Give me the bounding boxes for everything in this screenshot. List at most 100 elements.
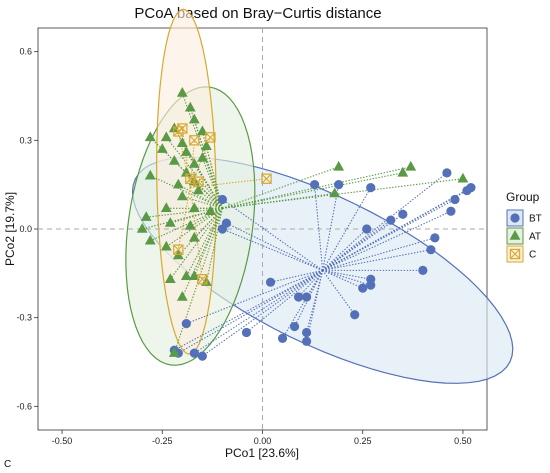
spoke-bt: [186, 269, 323, 325]
point-c-box: [197, 274, 208, 285]
legend-items: BT AT C: [506, 209, 542, 263]
point-at: [168, 347, 180, 357]
x-tick-label: 0.25: [354, 436, 372, 446]
spoke-bt: [322, 228, 368, 271]
spoke-at: [222, 192, 335, 209]
spoke-bt: [194, 269, 323, 354]
spoke-bt: [314, 184, 324, 271]
spoke-at: [142, 207, 223, 230]
spoke-at: [178, 184, 223, 209]
spoke-at: [222, 166, 339, 209]
point-c-cross: [189, 135, 200, 146]
point-at: [136, 223, 148, 233]
point-at: [188, 158, 200, 168]
spoke-at: [169, 207, 223, 280]
point-bt: [189, 348, 199, 358]
point-bt: [241, 327, 252, 338]
spoke-at: [150, 175, 223, 209]
point-bt: [366, 280, 376, 290]
spoke-bt: [322, 219, 392, 271]
point-c-cross: [261, 173, 272, 184]
spoke-at: [205, 208, 223, 283]
point-bt: [310, 180, 320, 190]
point-bt: [277, 333, 288, 343]
point-at: [176, 190, 188, 201]
point-at: [201, 140, 212, 150]
point-at: [172, 178, 184, 189]
legend-item-at: AT: [506, 227, 541, 245]
spoke-at: [193, 119, 223, 209]
spoke-bt: [322, 198, 456, 271]
point-at: [144, 234, 156, 245]
spoke-bt: [322, 269, 371, 280]
x-axis-label: PCo1 [23.6%]: [225, 446, 299, 460]
point-at: [405, 160, 417, 171]
spoke-c: [189, 140, 195, 188]
sample-markers: [136, 87, 476, 361]
spoke-bt: [174, 269, 323, 351]
spoke-at: [185, 208, 223, 277]
y-axis-label: PCo2 [19.7%]: [3, 192, 17, 266]
point-bt: [289, 321, 300, 332]
legend-label: BT: [529, 214, 542, 225]
point-c-box: [261, 173, 272, 184]
point-c: [173, 244, 184, 255]
legend-marker: [510, 213, 520, 223]
point-at: [144, 131, 156, 142]
point-at: [164, 273, 176, 283]
point-c-cross: [173, 244, 184, 255]
spoke-at: [193, 181, 223, 209]
point-at: [333, 160, 345, 171]
point-c-cross: [177, 123, 188, 134]
spoke-at: [181, 208, 223, 298]
point-bt: [301, 336, 312, 346]
point-at: [168, 155, 180, 165]
point-bt: [217, 194, 228, 205]
point-bt: [426, 245, 436, 255]
point-bt: [181, 318, 191, 329]
spoke-c: [189, 187, 203, 280]
legend-item-c: C: [506, 245, 536, 263]
spoke-at: [181, 92, 223, 209]
spoke-bt: [322, 172, 448, 271]
spoke-bt: [322, 187, 372, 271]
point-at: [160, 202, 172, 212]
reference-lines: [38, 28, 487, 430]
y-tick-label: 0.0: [19, 224, 32, 234]
legend-label: C: [529, 250, 536, 261]
spoke-c: [177, 131, 191, 188]
spoke-at: [222, 172, 403, 209]
point-at: [329, 187, 341, 198]
x-tick-label: 0.00: [254, 436, 272, 446]
spoke-bt: [178, 269, 323, 354]
point-at: [156, 143, 168, 153]
spoke-bt: [322, 269, 363, 289]
spoke-bt: [322, 270, 356, 316]
legend-title: Group: [506, 190, 540, 204]
point-at: [197, 125, 208, 136]
point-at: [140, 211, 152, 221]
point-at: [188, 113, 200, 124]
point-bt: [301, 327, 312, 338]
point-at: [397, 166, 409, 177]
plot-area: [37, 8, 514, 431]
point-bt: [350, 310, 360, 320]
spoke-bt: [322, 184, 340, 271]
point-at: [176, 291, 188, 301]
point-bt: [386, 215, 396, 225]
point-at: [176, 87, 188, 97]
point-at: [197, 152, 208, 162]
legend-marker: [509, 248, 521, 260]
point-at: [188, 202, 200, 212]
point-bt: [450, 194, 460, 205]
point-c-cross: [205, 132, 216, 143]
x-tick-label: -0.25: [152, 436, 173, 446]
point-bt: [418, 265, 428, 275]
legend: Group BT AT C: [506, 190, 542, 263]
y-axis: -0.6 -0.3 0.0 0.3 0.6: [16, 47, 38, 411]
point-at: [176, 137, 188, 147]
spoke-bt: [222, 228, 323, 271]
point-bt: [446, 206, 456, 216]
point-at: [188, 231, 200, 242]
chart-title: PCoA based on Bray−Curtis distance: [134, 5, 381, 22]
